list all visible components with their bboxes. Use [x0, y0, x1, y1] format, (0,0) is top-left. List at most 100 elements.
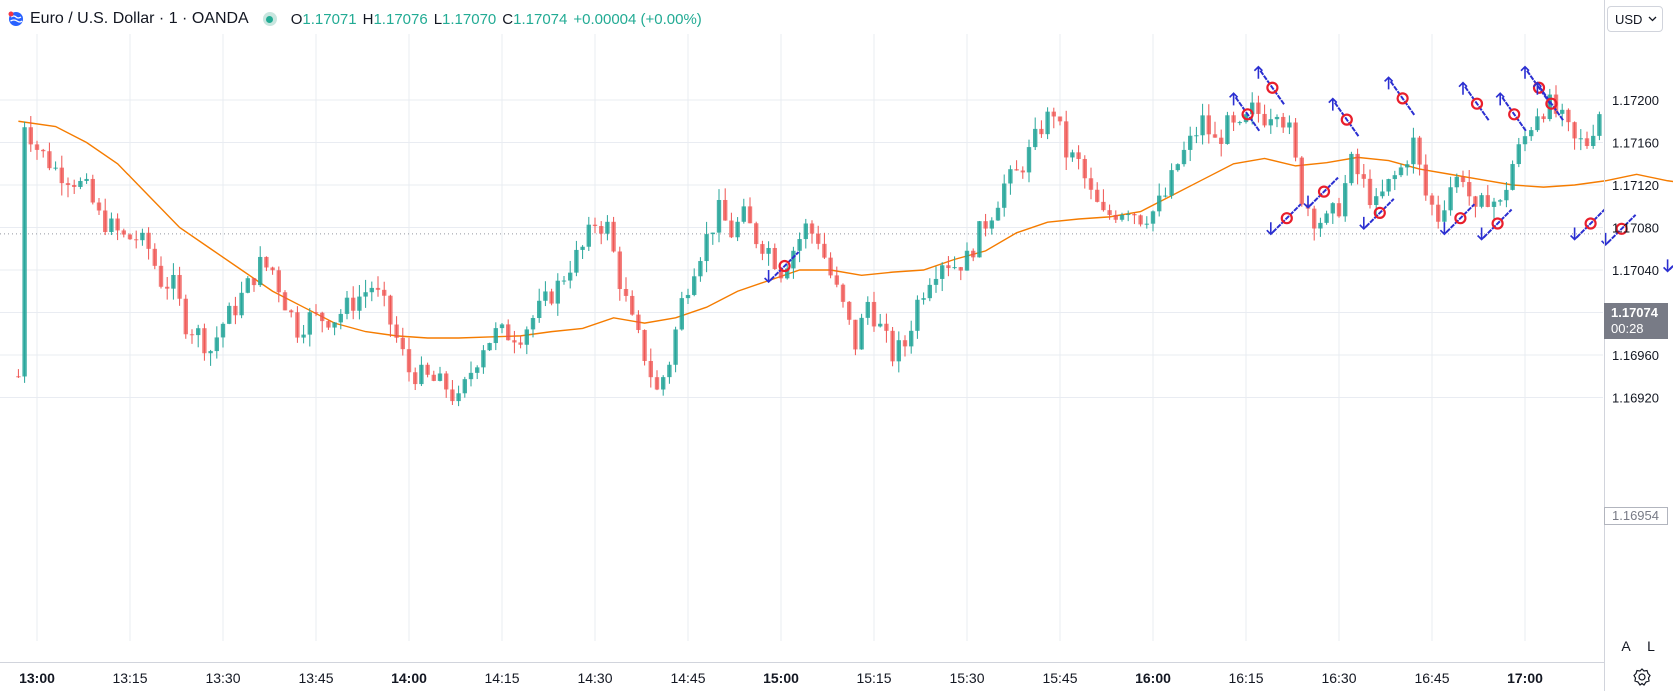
candle-body — [778, 268, 784, 279]
auto-scale-button[interactable]: A — [1621, 638, 1631, 654]
candle-body — [506, 324, 511, 341]
candle-body — [208, 351, 213, 354]
candle-body — [530, 317, 536, 330]
arrow-up-icon — [1520, 65, 1530, 79]
candle-body — [493, 328, 498, 344]
candle-body — [617, 251, 622, 290]
candle-body — [1318, 222, 1323, 229]
signal-marker — [1615, 222, 1628, 235]
candle-body — [599, 226, 604, 234]
symbol-title[interactable]: Euro / U.S. Dollar · 1 · OANDA — [30, 10, 249, 27]
candle-body — [1566, 109, 1571, 123]
candle-body — [1299, 157, 1304, 205]
candle-body — [989, 220, 994, 229]
candle-body — [1206, 115, 1211, 135]
candle-body — [177, 274, 182, 299]
signal-line — [769, 251, 800, 281]
candle-body — [351, 297, 356, 311]
candle-body — [1361, 174, 1366, 179]
candle-body — [103, 210, 108, 233]
candle-body — [1491, 201, 1497, 207]
candle-body — [134, 239, 139, 241]
candle-body — [1367, 178, 1373, 206]
x-tick-label: 16:30 — [1321, 670, 1356, 686]
candle-body — [1194, 135, 1199, 137]
arrow-up-icon — [1495, 92, 1505, 106]
currency-label: USD — [1615, 11, 1643, 27]
candle-body — [1070, 152, 1075, 158]
candle-body — [90, 178, 95, 203]
candle-body — [1287, 122, 1292, 128]
candle-body — [1138, 215, 1143, 225]
candle-body — [933, 278, 939, 285]
candle-body — [307, 312, 312, 335]
y-tick-label: 1.17080 — [1612, 221, 1659, 236]
candle-body — [630, 295, 635, 315]
candle-body — [1107, 210, 1112, 215]
ohlc-change: +0.00004 (+0.00%) — [573, 10, 702, 28]
candle-body — [1578, 138, 1583, 140]
candle-body — [859, 317, 864, 350]
candle-body — [16, 376, 21, 378]
candle-body — [1336, 203, 1342, 217]
candle-body — [1126, 214, 1131, 216]
candle-body — [245, 278, 250, 293]
candle-body — [1324, 213, 1329, 223]
candle-body — [1225, 115, 1230, 144]
signal-marker — [1340, 113, 1353, 126]
candle-body — [1405, 164, 1410, 168]
candle-body — [1231, 115, 1236, 123]
candle-body — [1380, 191, 1385, 197]
signal-line — [1482, 208, 1513, 239]
signal-marker — [1532, 81, 1546, 94]
candle-body — [481, 350, 486, 368]
signal-line — [1538, 86, 1565, 122]
x-tick-label: 15:00 — [763, 670, 799, 686]
candle-body — [239, 292, 244, 316]
candle-body — [1262, 113, 1267, 126]
x-tick-label: 16:15 — [1228, 670, 1263, 686]
candle-body — [1535, 116, 1540, 131]
signal-up-arrow — [1229, 92, 1261, 132]
candle-body — [735, 221, 740, 238]
candle-body — [679, 298, 684, 330]
x-tick-label: 13:15 — [112, 670, 147, 686]
candle-body — [803, 223, 808, 240]
candle-body — [1051, 111, 1056, 117]
signal-line — [1333, 102, 1360, 138]
candle-body — [171, 274, 176, 289]
ohlc-high-value: 1.17076 — [373, 10, 428, 28]
candle-body — [413, 372, 418, 385]
candle-body — [282, 292, 288, 311]
candle-body — [301, 334, 306, 338]
candle-body — [1547, 94, 1552, 120]
candle-body — [568, 272, 573, 281]
candle-body — [642, 329, 647, 361]
candle-body — [84, 178, 89, 181]
signal-marker — [1491, 217, 1504, 230]
candle-body — [214, 337, 219, 352]
candle-body — [754, 223, 759, 245]
gear-icon[interactable] — [1632, 667, 1652, 687]
currency-dropdown[interactable]: USD — [1607, 6, 1663, 32]
candle-body — [760, 244, 765, 254]
candle-body — [189, 334, 195, 336]
candle-body — [152, 248, 157, 266]
signal-line — [1606, 214, 1637, 244]
candle-body — [809, 223, 815, 234]
candle-body — [1460, 176, 1466, 183]
candle-body — [196, 328, 201, 336]
log-scale-button[interactable]: L — [1647, 638, 1655, 654]
candle-body — [1597, 114, 1602, 136]
candle-body — [1045, 111, 1050, 135]
ohlc-close-value: 1.17074 — [513, 10, 568, 28]
candle-body — [654, 377, 660, 390]
candle-body — [1002, 183, 1007, 208]
x-tick-label: 14:30 — [577, 670, 612, 686]
candle-body — [915, 299, 920, 331]
candle-body — [270, 267, 275, 271]
signal-marker — [1454, 212, 1467, 225]
arrow-up-icon — [1229, 92, 1239, 106]
